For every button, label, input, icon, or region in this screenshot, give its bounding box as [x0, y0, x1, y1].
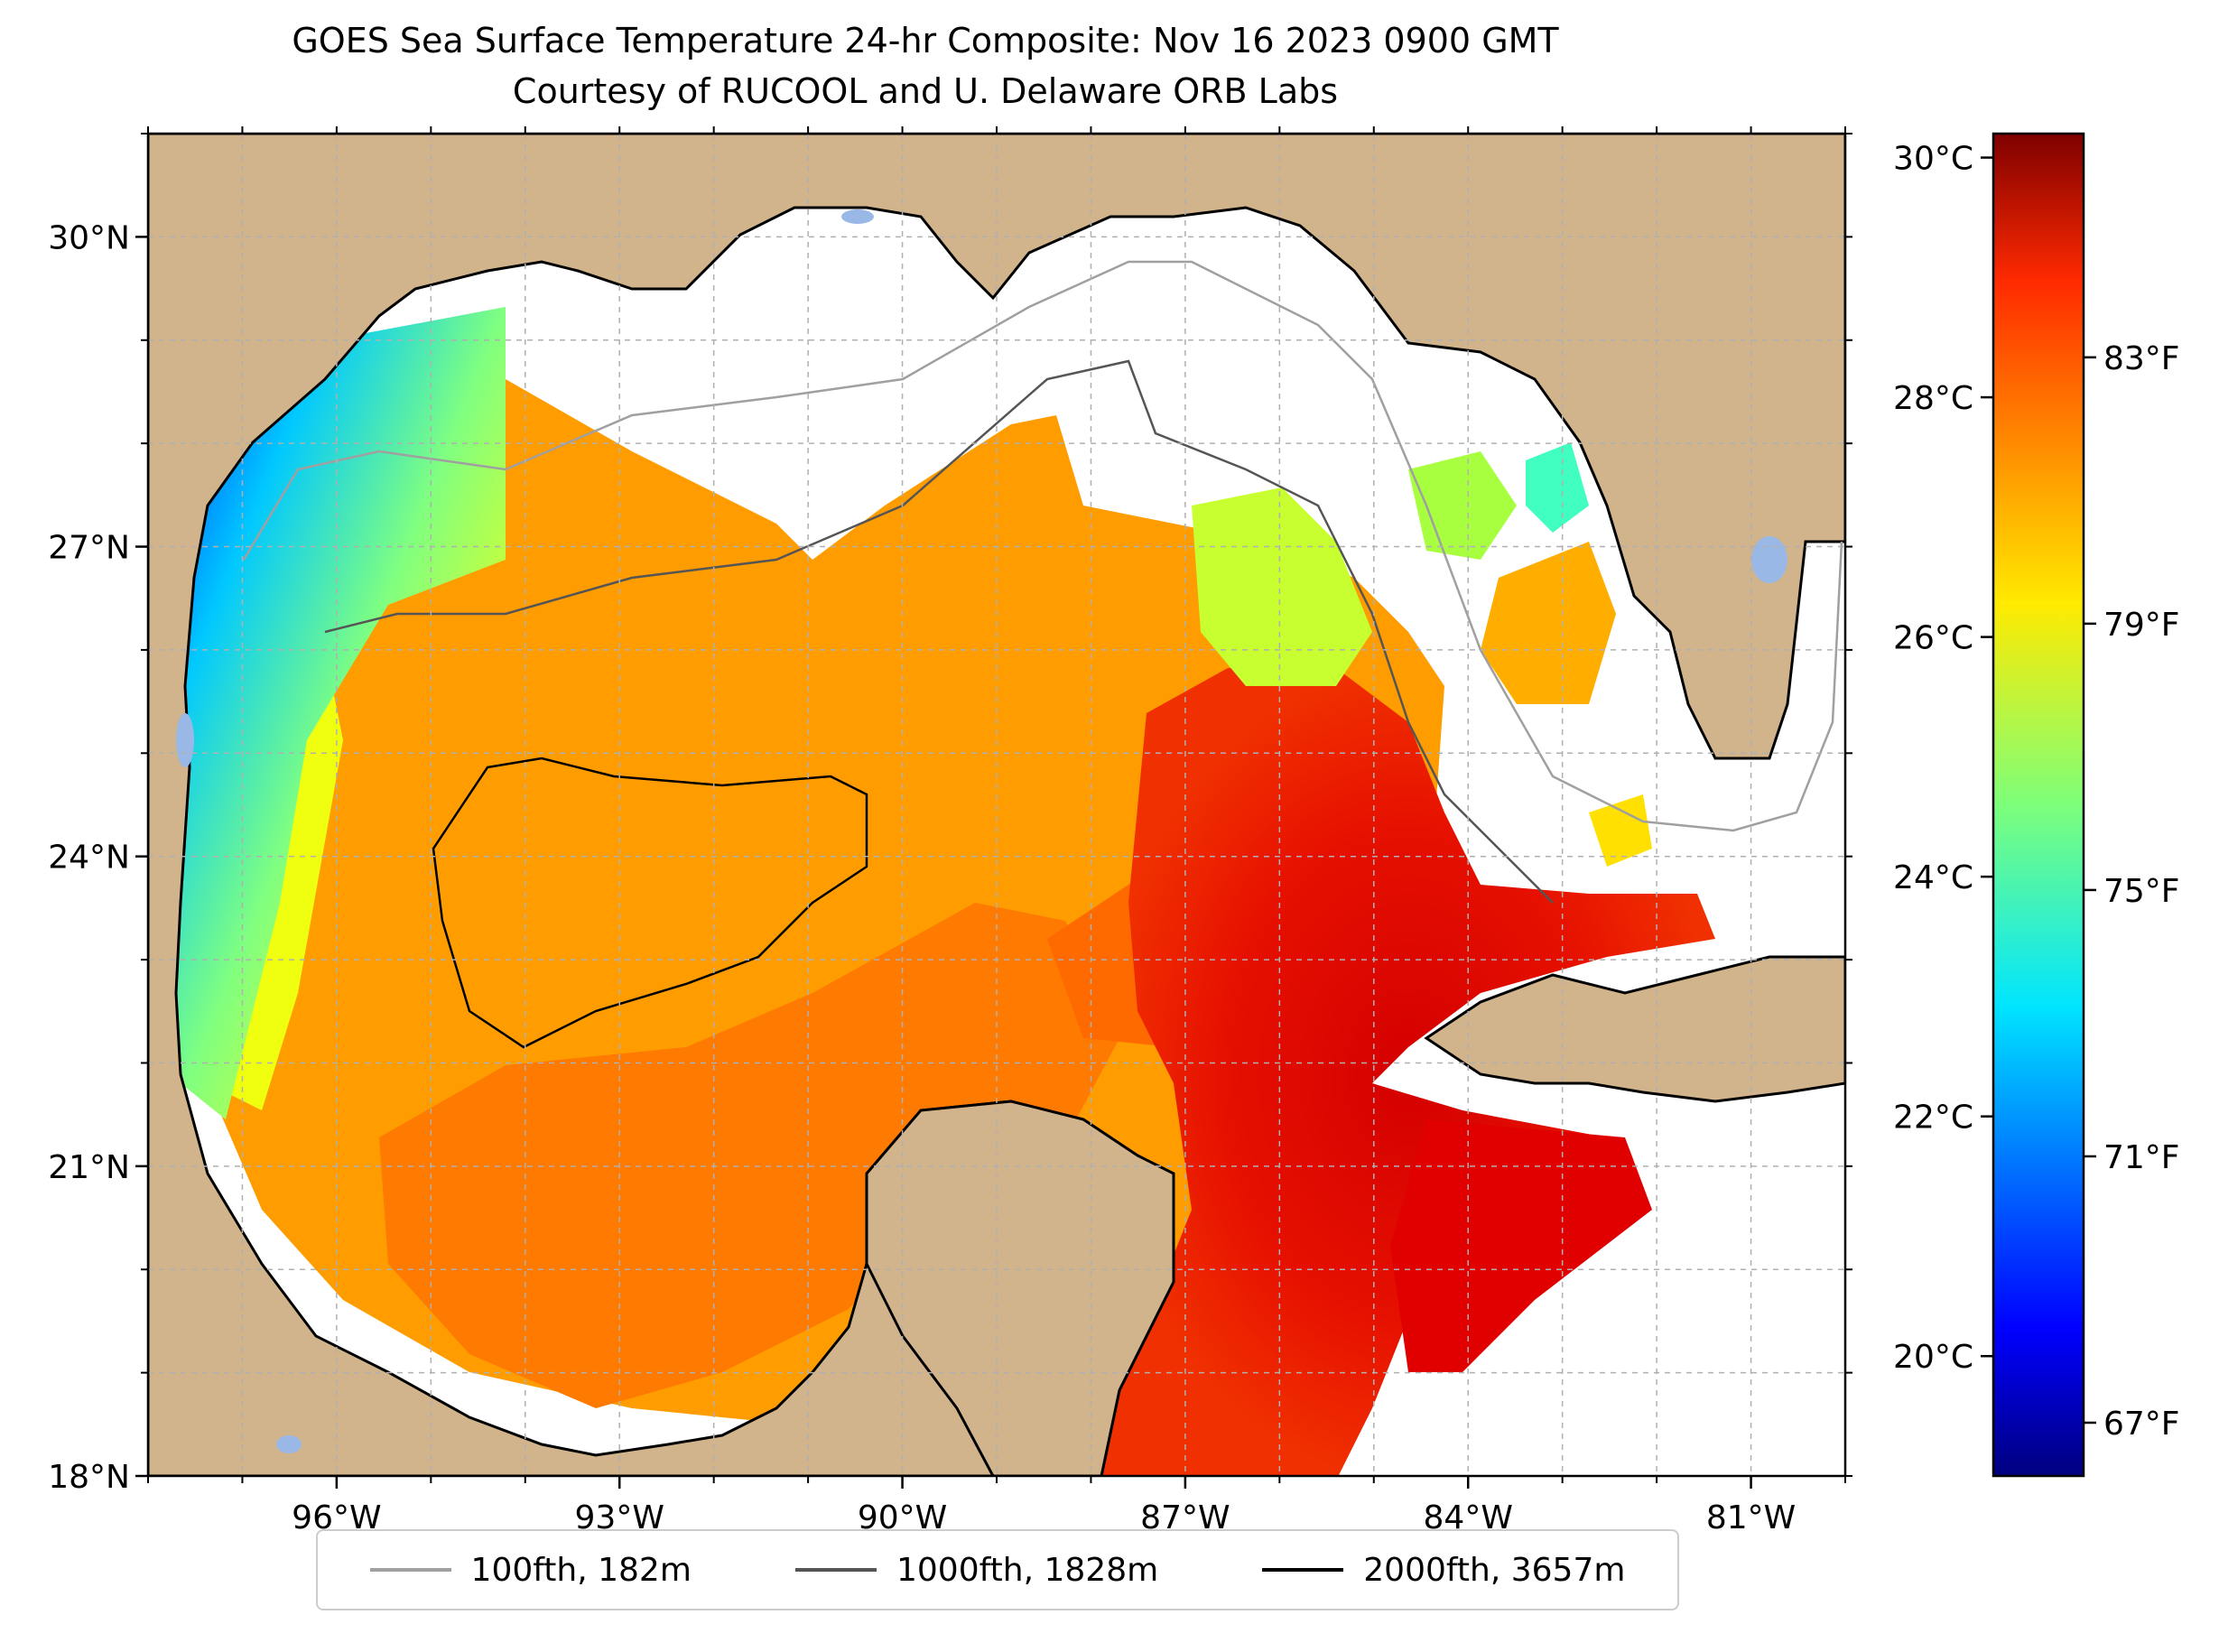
map-title-line-1: GOES Sea Surface Temperature 24-hr Compo…: [292, 21, 1559, 60]
lat-tick-label: 30°N: [48, 219, 130, 256]
colorbar-celsius-label: 24°C: [1893, 859, 1973, 896]
legend-label-2000fth: 2000fth, 3657m: [1363, 1551, 1626, 1589]
colorbar-fahrenheit-label: 79°F: [2103, 607, 2180, 644]
lake-texas-coast: [176, 713, 194, 767]
colorbar-celsius-label: 26°C: [1893, 620, 1973, 657]
colorbar-celsius-label: 20°C: [1893, 1339, 1973, 1376]
lake-okeechobee: [1751, 536, 1787, 583]
colorbar-celsius-label: 28°C: [1893, 380, 1973, 417]
colorbar-gradient: [1992, 132, 2085, 1478]
map-content: [148, 134, 1845, 1476]
colorbar-fahrenheit-label: 67°F: [2103, 1406, 2180, 1443]
lon-tick-label: 81°W: [1706, 1499, 1796, 1536]
map-title-line-2: Courtesy of RUCOOL and U. Delaware ORB L…: [512, 71, 1339, 111]
colorbar-fahrenheit-label: 75°F: [2103, 873, 2180, 910]
contour-100fth: [242, 260, 1843, 832]
legend-swatch-2000fth: [1262, 1568, 1344, 1572]
sst-texas-shelf: [172, 307, 506, 1119]
colorbar: 30°C 28°C 26°C 24°C 22°C 20°C 83°F 79°F 75°F 71°F…: [1893, 132, 2180, 1478]
legend-label-1000fth: 1000fth, 1828m: [896, 1551, 1159, 1589]
sst-red-caribbean-east: [1390, 1119, 1652, 1372]
sst-field: [172, 307, 1715, 1476]
sst-cyan-patch-bigbend: [1526, 442, 1589, 533]
contour-2000fth: [432, 756, 868, 1049]
sst-orange-patch-florida: [1481, 542, 1616, 704]
legend-swatch-100fth: [369, 1568, 451, 1572]
legend-item-1000fth: 1000fth, 1828m: [795, 1552, 1158, 1589]
colorbar-fahrenheit-label: 71°F: [2103, 1139, 2180, 1176]
colorbar-celsius-label: 22°C: [1893, 1100, 1973, 1137]
lake-pontchartrain: [841, 209, 874, 224]
lat-tick-label: 24°N: [48, 840, 130, 877]
legend-item-100fth: 100fth, 182m: [369, 1551, 692, 1589]
bathymetry-contours: [242, 260, 1843, 1049]
cuba: [1424, 955, 1845, 1103]
colorbar-ticks: 30°C 28°C 26°C 24°C 22°C 20°C 83°F 79°F 75°F 71°F…: [1893, 141, 2179, 1443]
gridlines: [148, 134, 1845, 1476]
lat-tick-label: 27°N: [48, 530, 130, 567]
legend-item-2000fth: 2000fth, 3657m: [1262, 1552, 1625, 1589]
colorbar-celsius-label: 30°C: [1893, 141, 1973, 178]
depth-contour-legend: 100fth, 182m 1000fth, 1828m 2000fth, 365…: [316, 1529, 1679, 1610]
yucatan-peninsula: [865, 1100, 1175, 1476]
colorbar-fahrenheit-label: 83°F: [2103, 340, 2180, 377]
sst-darker-orange-south: [379, 903, 1119, 1408]
sst-yellow-patch-keys: [1589, 794, 1652, 867]
sst-loop-current: [1101, 668, 1715, 1476]
legend-swatch-1000fth: [795, 1568, 877, 1572]
lake-mexico-south: [276, 1435, 302, 1453]
lat-tick-label: 18°N: [48, 1459, 130, 1496]
legend-label-100fth: 100fth, 182m: [470, 1551, 692, 1589]
sst-yellow-green-patch: [1192, 487, 1372, 686]
contour-1000fth: [324, 359, 1554, 904]
lat-tick-label: 21°N: [48, 1149, 130, 1186]
